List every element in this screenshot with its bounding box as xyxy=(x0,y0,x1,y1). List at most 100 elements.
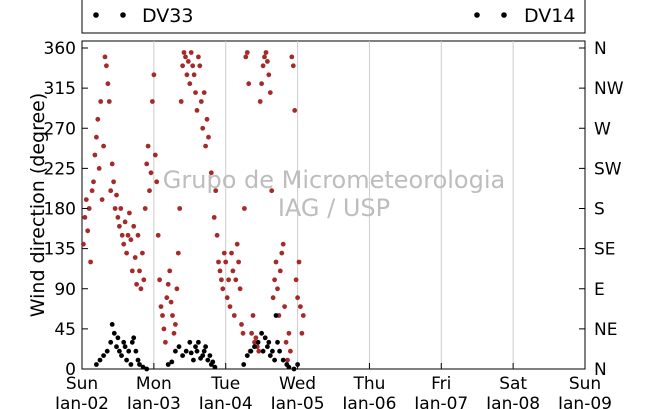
data-point-dv33 xyxy=(208,170,214,176)
data-point-dv14 xyxy=(131,335,137,341)
data-point-dv33 xyxy=(184,72,190,78)
data-point-dv14 xyxy=(109,322,115,327)
data-point-dv33 xyxy=(288,348,293,354)
data-point-dv33 xyxy=(98,99,104,104)
legend-marker-dv33 xyxy=(93,12,99,18)
data-point-dv33 xyxy=(296,259,302,265)
data-point-dv33 xyxy=(224,295,230,301)
axis-ticks xyxy=(81,47,586,370)
x-tick-label-day: Fri xyxy=(431,374,451,394)
data-point-dv33 xyxy=(128,237,134,243)
data-point-dv33 xyxy=(273,259,279,265)
data-point-dv33 xyxy=(158,304,164,309)
data-point-dv14 xyxy=(265,344,270,350)
data-point-dv33 xyxy=(299,330,305,336)
x-tick-label-date: Jan-08 xyxy=(485,394,540,409)
data-point-dv33 xyxy=(178,99,184,104)
data-point-dv14 xyxy=(183,348,189,354)
data-point-dv14 xyxy=(200,353,206,358)
data-point-dv33 xyxy=(259,81,264,87)
data-point-dv33 xyxy=(112,206,118,211)
data-point-dv33 xyxy=(267,90,273,95)
data-point-dv14 xyxy=(111,330,117,336)
x-tick-label-day: Mon xyxy=(136,374,172,394)
data-point-dv33 xyxy=(163,339,168,345)
data-point-dv33 xyxy=(280,241,286,247)
data-point-dv14 xyxy=(201,348,207,354)
plot-frame xyxy=(81,40,586,370)
data-point-dv14 xyxy=(207,353,213,358)
data-point-dv33 xyxy=(171,330,177,336)
right-axis-label: S xyxy=(594,200,605,220)
data-point-dv33 xyxy=(177,206,183,211)
data-point-dv33 xyxy=(181,50,187,55)
data-point-dv33 xyxy=(240,330,246,336)
data-point-dv33 xyxy=(117,223,122,229)
data-point-dv33 xyxy=(167,268,173,274)
data-point-dv33 xyxy=(226,277,232,283)
data-point-dv33 xyxy=(157,277,163,283)
data-point-dv33 xyxy=(121,241,127,247)
x-tick-label-day: Sun xyxy=(569,374,601,394)
data-point-dv33 xyxy=(145,143,151,149)
data-point-dv14 xyxy=(122,344,128,350)
data-point-dv33 xyxy=(85,228,91,234)
data-point-dv14 xyxy=(286,364,292,370)
data-point-dv33 xyxy=(168,299,174,305)
data-point-dv14 xyxy=(144,366,150,372)
data-point-dv14 xyxy=(291,366,297,372)
x-tick-label-date: Jan-03 xyxy=(126,394,181,409)
data-point-dv14 xyxy=(259,330,264,336)
y-tick-label: 270 xyxy=(44,119,76,139)
data-point-dv33 xyxy=(91,179,96,185)
data-point-dv14 xyxy=(255,339,261,345)
data-point-dv33 xyxy=(131,223,137,229)
data-point-dv33 xyxy=(114,192,119,198)
data-point-dv33 xyxy=(285,357,290,363)
data-point-dv33 xyxy=(164,295,170,301)
y-tick-label: 0 xyxy=(65,360,76,380)
data-point-dv33 xyxy=(111,179,116,185)
data-point-dv33 xyxy=(227,304,233,309)
y-tick-label: 45 xyxy=(54,320,76,340)
y-tick-labels: 0 45 90 135 180 225 270 315 360 xyxy=(44,39,76,380)
data-point-dv14 xyxy=(244,353,250,358)
data-point-dv33 xyxy=(187,81,193,87)
data-point-dv14 xyxy=(266,339,272,345)
data-point-dv33 xyxy=(279,250,285,256)
data-point-dv14 xyxy=(252,344,257,350)
data-point-dv14 xyxy=(212,364,218,370)
data-point-dv14 xyxy=(180,353,186,358)
x-tick-label-day: Sun xyxy=(66,374,98,394)
data-point-dv33 xyxy=(188,50,194,55)
data-point-dv14 xyxy=(129,339,135,345)
data-point-dv33 xyxy=(125,232,131,238)
data-point-dv14 xyxy=(205,357,211,363)
data-point-dv33 xyxy=(257,99,263,104)
data-point-dv33 xyxy=(119,232,125,238)
data-point-dv33 xyxy=(256,348,262,354)
right-axis-label: E xyxy=(594,280,605,300)
data-point-dv33 xyxy=(94,134,99,140)
data-point-dv33 xyxy=(223,259,229,265)
data-point-dv33 xyxy=(151,72,157,78)
data-point-dv14 xyxy=(187,339,193,345)
data-point-dv14 xyxy=(104,348,110,354)
legend-entry-dv33: DV33 xyxy=(93,5,193,27)
data-point-dv14 xyxy=(94,362,99,367)
data-point-dv14 xyxy=(193,344,198,350)
data-point-dv14 xyxy=(126,348,132,354)
data-point-dv33 xyxy=(230,268,236,274)
data-point-dv14 xyxy=(101,353,106,358)
data-point-dv33 xyxy=(99,197,105,203)
data-point-dv33 xyxy=(124,250,129,256)
legend-marker-dv14 xyxy=(501,12,507,18)
data-point-dv33 xyxy=(95,116,101,122)
data-point-dv33 xyxy=(154,179,160,185)
data-point-dv33 xyxy=(253,335,259,341)
data-point-dv14 xyxy=(196,339,201,345)
data-point-dv33 xyxy=(292,108,298,113)
data-point-dv33 xyxy=(282,304,287,309)
x-tick-label-day: Sat xyxy=(499,374,527,394)
